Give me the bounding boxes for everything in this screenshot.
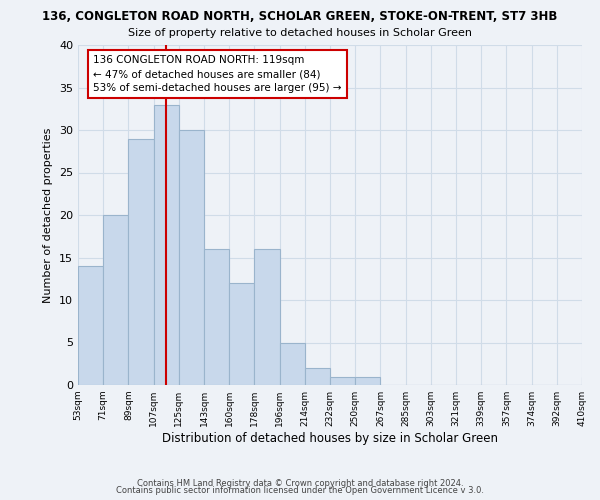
Bar: [78, 266, 103, 385]
Bar: [280, 342, 305, 385]
X-axis label: Distribution of detached houses by size in Scholar Green: Distribution of detached houses by size …: [162, 432, 498, 445]
Y-axis label: Number of detached properties: Number of detached properties: [43, 128, 53, 302]
Bar: [103, 215, 128, 385]
Text: Contains public sector information licensed under the Open Government Licence v : Contains public sector information licen…: [116, 486, 484, 495]
Text: Size of property relative to detached houses in Scholar Green: Size of property relative to detached ho…: [128, 28, 472, 38]
Bar: [305, 368, 330, 385]
Bar: [582, 376, 600, 385]
Bar: [179, 130, 204, 385]
Text: 136 CONGLETON ROAD NORTH: 119sqm
← 47% of detached houses are smaller (84)
53% o: 136 CONGLETON ROAD NORTH: 119sqm ← 47% o…: [93, 55, 341, 93]
Bar: [330, 376, 355, 385]
Text: 136, CONGLETON ROAD NORTH, SCHOLAR GREEN, STOKE-ON-TRENT, ST7 3HB: 136, CONGLETON ROAD NORTH, SCHOLAR GREEN…: [43, 10, 557, 23]
Bar: [254, 249, 280, 385]
Bar: [204, 249, 229, 385]
Bar: [229, 283, 254, 385]
Bar: [154, 104, 179, 385]
Bar: [128, 138, 154, 385]
Text: Contains HM Land Registry data © Crown copyright and database right 2024.: Contains HM Land Registry data © Crown c…: [137, 478, 463, 488]
Bar: [355, 376, 380, 385]
